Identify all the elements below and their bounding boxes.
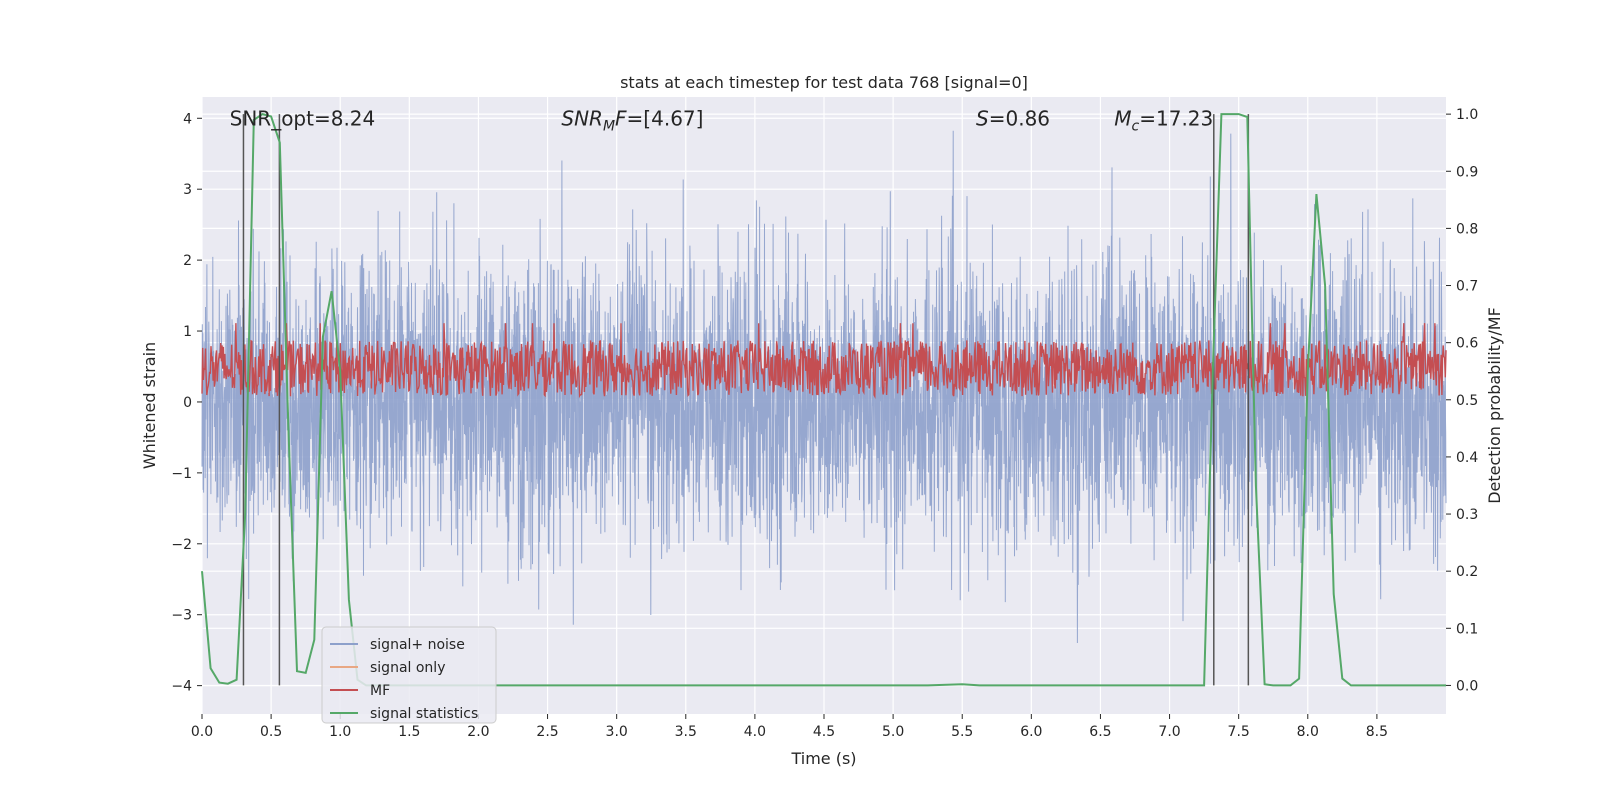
y-right-tick-label: 0.2 [1456, 564, 1478, 580]
x-tick-label: 6.5 [1089, 724, 1111, 740]
annotation-part: c [1132, 118, 1140, 134]
x-tick-label: 8.0 [1297, 724, 1319, 740]
y-right-tick-label: 0.4 [1456, 450, 1478, 466]
y-left-tick-label: 2 [183, 253, 192, 269]
y-right-tick-label: 0.9 [1456, 164, 1478, 180]
x-tick-label: 2.5 [536, 724, 558, 740]
y-left-tick-label: −4 [171, 679, 192, 695]
y-right-tick-label: 1.0 [1456, 107, 1478, 123]
y-left-tick-label: −3 [171, 608, 192, 624]
annotation-snr-opt: SNR_opt=8.24 [230, 106, 376, 130]
legend-entry: MF [370, 683, 390, 699]
y-left-tick-label: −2 [171, 537, 192, 553]
y-right-tick-label: 0.6 [1456, 336, 1478, 352]
y-right-tick-label: 0.7 [1456, 279, 1478, 295]
annotation-part: =0.86 [989, 106, 1050, 130]
annotation-part: M [1114, 106, 1131, 130]
y-left-tick-label: 0 [183, 395, 192, 411]
y-right-tick-label: 0.3 [1456, 507, 1478, 523]
annotation-part: M [603, 118, 615, 134]
series-signal-statistics [201, 113, 1446, 687]
x-tick-label: 0.0 [191, 724, 213, 740]
y-left-tick-label: 1 [183, 324, 192, 340]
y-left-tick-label: 4 [183, 111, 192, 127]
legend-box [321, 626, 497, 724]
y-right-tick-label: 0.8 [1456, 221, 1478, 237]
annotations: SNR_opt=8.24 SNRMF=[4.67] S=0.86 Mc=17.23 [230, 106, 1214, 134]
y-right-tick-label: 0.0 [1456, 678, 1478, 694]
legend-entry: signal only [370, 660, 445, 676]
y-left-tick-label: 3 [183, 182, 192, 198]
x-tick-label: 1.0 [329, 724, 351, 740]
x-tick-label: 0.5 [260, 724, 282, 740]
legend-entry: signal statistics [370, 706, 478, 722]
y-left-tick-label: −1 [171, 466, 192, 482]
x-tick-label: 7.5 [1228, 724, 1250, 740]
legend: signal+ noise signal only MF signal statist… [321, 626, 497, 724]
annotation-mc-value: Mc=17.23 [1114, 106, 1213, 134]
x-tick-label: 3.5 [675, 724, 697, 740]
series-signal-noise [201, 130, 1447, 644]
x-tick-label: 1.5 [398, 724, 420, 740]
x-tick-label: 2.0 [467, 724, 489, 740]
annotation-part: S [976, 106, 989, 130]
annotation-snr-mf: SNRMF=[4.67] [561, 106, 703, 134]
x-tick-label: 7.0 [1158, 724, 1180, 740]
x-axis-label: Time (s) [790, 749, 856, 768]
x-tick-label: 6.0 [1020, 724, 1042, 740]
x-tick-label: 3.0 [606, 724, 628, 740]
x-tick-label: 4.0 [744, 724, 766, 740]
annotation-s-value: S=0.86 [976, 106, 1050, 130]
plot-area [201, 97, 1447, 714]
annotation-part: =[4.67] [627, 106, 704, 130]
x-tick-label: 5.0 [882, 724, 904, 740]
y-right-tick-label: 0.5 [1456, 393, 1478, 409]
x-tick-label: 4.5 [813, 724, 835, 740]
legend-entry: signal+ noise [370, 637, 465, 653]
y-left-axis: 4 3 2 1 0 −1 −2 −3 −4 [171, 111, 202, 695]
y-left-axis-label: Whitened strain [140, 342, 159, 469]
y-right-axis: 1.0 0.9 0.8 0.7 0.6 0.5 0.4 0.3 0.2 0.1 0.0 [1446, 107, 1478, 694]
annotation-part: =17.23 [1139, 106, 1213, 130]
y-right-axis-label: Detection probability/MF [1485, 307, 1504, 504]
x-axis: 0.0 0.5 1.0 1.5 2.0 2.5 3.0 3.5 4.0 4.5 5.0 5.5 6.0 6… [191, 714, 1388, 740]
y-right-tick-label: 0.1 [1456, 621, 1478, 637]
series-mf [201, 323, 1447, 399]
chart-title: stats at each timestep for test data 768… [620, 73, 1028, 92]
annotation-part: SNR_opt=8.24 [230, 106, 376, 130]
x-tick-label: 5.5 [951, 724, 973, 740]
annotation-part: SNR [561, 106, 603, 130]
annotation-part: F [615, 106, 627, 130]
x-tick-label: 8.5 [1366, 724, 1388, 740]
